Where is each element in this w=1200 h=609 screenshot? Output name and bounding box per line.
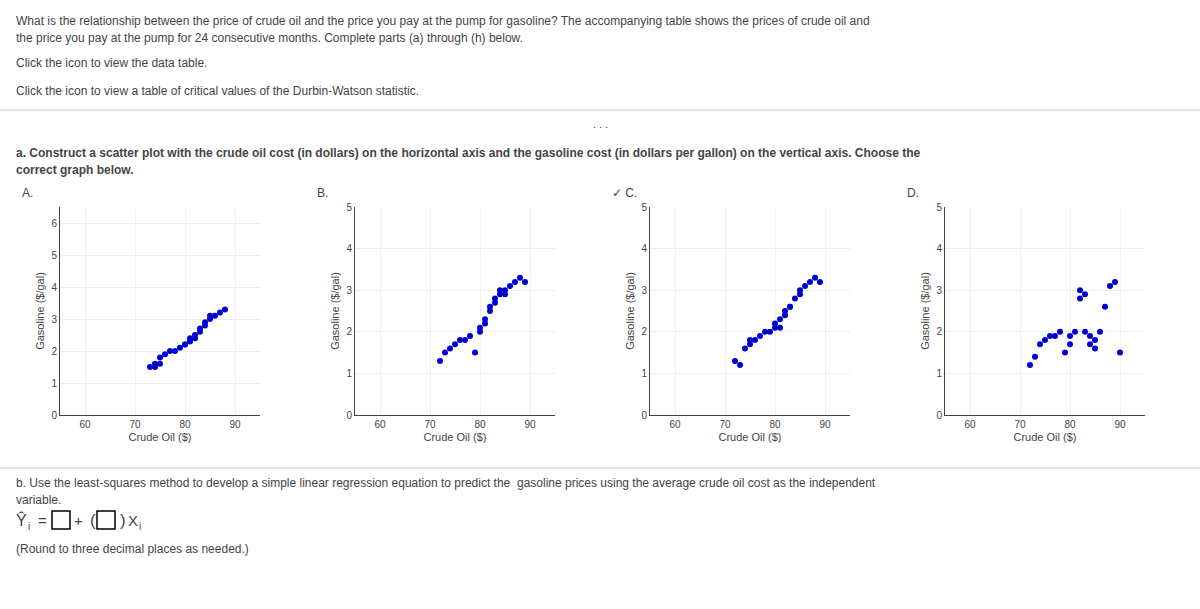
svg-text:0: 0 (346, 410, 352, 421)
svg-text:5: 5 (936, 202, 942, 213)
svg-text:A.: A. (22, 186, 33, 200)
svg-text:2: 2 (641, 326, 647, 337)
svg-text:2: 2 (51, 346, 57, 357)
svg-text:80: 80 (1064, 419, 1076, 430)
svg-text:60: 60 (79, 419, 91, 430)
svg-text:Crude Oil ($): Crude Oil ($) (129, 431, 192, 443)
svg-text:Click the icon to view the dat: Click the icon to view the data table. (16, 56, 207, 70)
svg-text:80: 80 (179, 419, 191, 430)
svg-text:): ) (120, 511, 126, 530)
svg-text:Click the icon to view a table: Click the icon to view a table of critic… (16, 84, 419, 98)
svg-text:i: i (139, 521, 141, 532)
svg-text:b. Use the least-squares metho: b. Use the least-squares method to devel… (16, 476, 876, 490)
svg-text:5: 5 (51, 250, 57, 261)
svg-text:0: 0 (936, 410, 942, 421)
svg-text:4: 4 (346, 243, 352, 254)
svg-text:i: i (28, 521, 30, 532)
svg-text:Gasoline ($/gal): Gasoline ($/gal) (329, 272, 341, 350)
svg-text:6: 6 (51, 218, 57, 229)
svg-text:60: 60 (374, 419, 386, 430)
svg-text:(: ( (90, 511, 96, 530)
svg-text:90: 90 (524, 419, 536, 430)
svg-text:2: 2 (936, 326, 942, 337)
svg-text:Crude Oil ($): Crude Oil ($) (1014, 431, 1077, 443)
svg-text:2: 2 (346, 326, 352, 337)
svg-text:3: 3 (936, 285, 942, 296)
svg-text:D.: D. (907, 186, 919, 200)
svg-text:1: 1 (936, 368, 942, 379)
svg-text:90: 90 (819, 419, 831, 430)
svg-text:the price you pay at the pump: the price you pay at the pump for 24 con… (16, 31, 523, 45)
svg-text:90: 90 (1114, 419, 1126, 430)
svg-text:Crude Oil ($): Crude Oil ($) (719, 431, 782, 443)
svg-text:Crude Oil ($): Crude Oil ($) (424, 431, 487, 443)
svg-text:4: 4 (641, 243, 647, 254)
svg-text:70: 70 (719, 419, 731, 430)
svg-text:60: 60 (669, 419, 681, 430)
svg-text:variable.: variable. (16, 493, 61, 507)
svg-text:70: 70 (1014, 419, 1026, 430)
svg-text:60: 60 (964, 419, 976, 430)
svg-text:Ŷ: Ŷ (16, 511, 27, 529)
svg-text:B.: B. (317, 186, 328, 200)
svg-text:=: = (38, 512, 47, 529)
svg-text:1: 1 (51, 378, 57, 389)
svg-text:✓ C.: ✓ C. (612, 186, 637, 200)
svg-text:+: + (74, 512, 83, 529)
svg-text:Gasoline ($/gal): Gasoline ($/gal) (624, 272, 636, 350)
svg-text:. . .: . . . (593, 118, 608, 130)
svg-text:1: 1 (641, 368, 647, 379)
svg-text:80: 80 (769, 419, 781, 430)
svg-text:Gasoline ($/gal): Gasoline ($/gal) (34, 272, 46, 350)
svg-text:a. Construct a scatter plot wi: a. Construct a scatter plot with the cru… (16, 146, 920, 160)
svg-text:1: 1 (346, 368, 352, 379)
svg-text:3: 3 (641, 285, 647, 296)
svg-text:5: 5 (346, 202, 352, 213)
svg-text:(Round to three decimal places: (Round to three decimal places as needed… (16, 542, 249, 556)
svg-text:0: 0 (641, 410, 647, 421)
svg-text:correct graph below.: correct graph below. (16, 163, 134, 177)
svg-text:X: X (128, 512, 138, 529)
svg-text:0: 0 (51, 410, 57, 421)
svg-text:4: 4 (51, 282, 57, 293)
svg-text:80: 80 (474, 419, 486, 430)
svg-text:4: 4 (936, 243, 942, 254)
svg-text:3: 3 (346, 285, 352, 296)
svg-text:3: 3 (51, 314, 57, 325)
svg-text:70: 70 (424, 419, 436, 430)
svg-text:5: 5 (641, 202, 647, 213)
svg-text:What is the relationship betwe: What is the relationship between the pri… (16, 14, 870, 28)
svg-text:70: 70 (129, 419, 141, 430)
svg-text:Gasoline ($/gal): Gasoline ($/gal) (919, 272, 931, 350)
svg-text:90: 90 (229, 419, 241, 430)
